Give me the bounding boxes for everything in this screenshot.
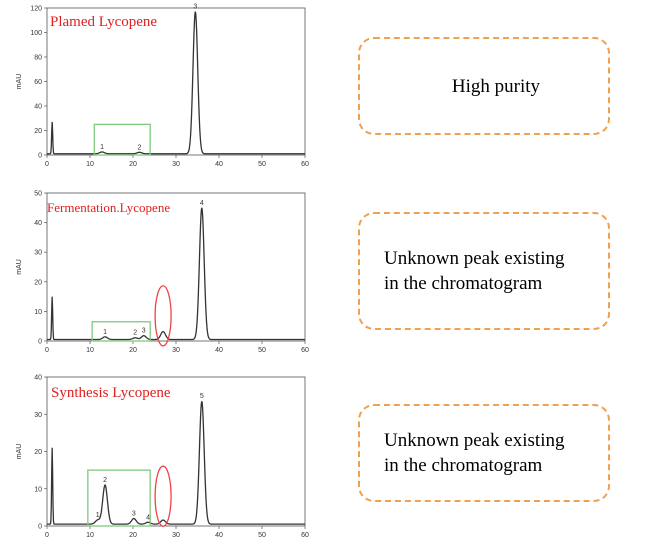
- peak-label: 3: [142, 328, 146, 335]
- peak-label: 1: [103, 329, 107, 336]
- y-axis-label: mAU: [16, 259, 23, 275]
- plot-frame: [46, 192, 306, 342]
- x-tick-label: 20: [129, 161, 137, 168]
- y-tick-label: 0: [38, 153, 42, 160]
- chromatogram-panel: 0 10 20 30 40 50 60 0 10 20 30 40 50 mAU 1 2 3 4 Fermentat…: [16, 191, 309, 355]
- x-tick-label: 10: [86, 161, 94, 168]
- chromatogram-trace: [47, 207, 305, 341]
- chromatogram-trace: [47, 11, 305, 155]
- x-tick-label: 30: [172, 532, 180, 539]
- y-tick-label: 0: [38, 339, 42, 346]
- peak-label: 1: [100, 144, 104, 151]
- chromatogram-panel: 0 10 20 30 40 50 60 0 20 40 60 80 100 120 mAU 1 2 3 Plamed…: [16, 4, 309, 168]
- y-tick-label: 20: [34, 128, 42, 135]
- callout-line: High purity: [451, 75, 541, 97]
- x-tick-label: 40: [215, 347, 223, 354]
- x-tick-label: 40: [215, 161, 223, 168]
- x-tick-label: 0: [45, 532, 49, 539]
- highlight-box: [93, 123, 151, 156]
- y-tick-label: 40: [34, 104, 42, 111]
- x-tick-label: 60: [301, 532, 309, 539]
- y-tick-label: 120: [30, 6, 42, 13]
- chart-title: Synthesis Lycopene: [51, 385, 171, 401]
- x-tick-label: 30: [172, 161, 180, 168]
- plot-frame: [46, 7, 306, 156]
- x-tick-label: 10: [86, 347, 94, 354]
- y-tick-label: 10: [34, 486, 42, 493]
- peak-label: 4: [146, 514, 150, 521]
- peak-label: 3: [193, 4, 197, 11]
- callout-line: in the chromatogram: [384, 273, 543, 294]
- x-tick-label: 20: [129, 532, 137, 539]
- highlight-box: [87, 469, 151, 527]
- callout-unknown-peak-fermentation: Unknown peak existing in the chromatogra…: [358, 212, 610, 330]
- peak-label: 2: [103, 477, 107, 484]
- x-tick-label: 50: [258, 347, 266, 354]
- unknown-peak-ellipse: [154, 465, 172, 527]
- callout-line: in the chromatogram: [384, 455, 543, 476]
- y-tick-label: 100: [30, 30, 42, 37]
- callout-high-purity: High purity: [358, 37, 610, 135]
- y-tick-label: 80: [34, 55, 42, 62]
- callout-line: Unknown peak existing: [384, 430, 565, 451]
- peak-label: 4: [200, 200, 204, 207]
- y-tick-label: 30: [34, 412, 42, 419]
- y-axis-label: mAU: [16, 444, 23, 460]
- highlight-box: [91, 321, 151, 342]
- x-tick-label: 20: [129, 347, 137, 354]
- chart-title: Fermentation.Lycopene: [47, 200, 170, 215]
- peak-label: 3: [132, 511, 136, 518]
- x-tick-label: 0: [45, 161, 49, 168]
- y-tick-label: 10: [34, 309, 42, 316]
- chromatogram-panel: 0 10 20 30 40 50 60 0 10 20 30 40 mAU 1 2 3 4 5 Synthesis …: [16, 375, 309, 540]
- y-tick-label: 30: [34, 250, 42, 257]
- y-tick-label: 0: [38, 524, 42, 531]
- x-tick-label: 60: [301, 161, 309, 168]
- y-tick-label: 50: [34, 191, 42, 198]
- x-tick-label: 10: [86, 532, 94, 539]
- callout-unknown-peak-synthesis: Unknown peak existing in the chromatogra…: [358, 404, 610, 502]
- peak-label: 2: [133, 330, 137, 337]
- x-tick-label: 60: [301, 347, 309, 354]
- chromatogram-trace: [47, 401, 305, 525]
- peak-label: 5: [200, 393, 204, 400]
- y-tick-label: 20: [34, 449, 42, 456]
- x-tick-label: 50: [258, 532, 266, 539]
- unknown-peak-ellipse: [154, 285, 172, 347]
- y-axis-label: mAU: [16, 74, 23, 90]
- callout-line: Unknown peak existing: [384, 248, 565, 269]
- y-tick-label: 40: [34, 375, 42, 382]
- y-tick-label: 20: [34, 279, 42, 286]
- x-tick-label: 40: [215, 532, 223, 539]
- x-tick-label: 50: [258, 161, 266, 168]
- chart-title: Plamed Lycopene: [50, 14, 157, 30]
- y-tick-label: 60: [34, 79, 42, 86]
- y-tick-label: 40: [34, 220, 42, 227]
- peak-label: 2: [137, 144, 141, 151]
- x-tick-label: 30: [172, 347, 180, 354]
- x-tick-label: 0: [45, 347, 49, 354]
- peak-label: 1: [96, 512, 100, 519]
